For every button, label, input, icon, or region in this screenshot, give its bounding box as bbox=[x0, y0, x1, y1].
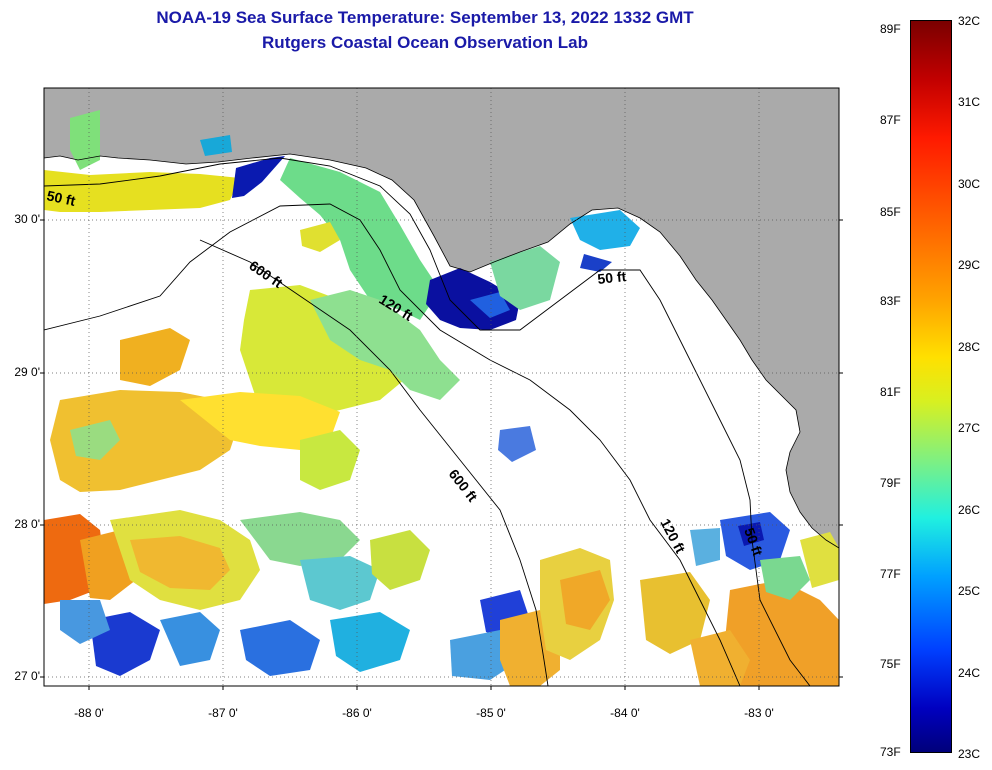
colorbar-c-24: 24C bbox=[958, 666, 981, 680]
plot-frame bbox=[43, 87, 840, 687]
lon-label-87: -87 0' bbox=[208, 706, 238, 720]
lon-label-84: -84 0' bbox=[610, 706, 640, 720]
colorbar-c-29: 29C bbox=[958, 258, 981, 272]
lon-label-88: -88 0' bbox=[74, 706, 104, 720]
contour-label-50ft-west: 50 ft bbox=[45, 187, 77, 209]
colorbar-f-79: 79F bbox=[880, 476, 901, 490]
colorbar-c-25: 25C bbox=[958, 584, 981, 598]
lat-label-27: 27 0' bbox=[14, 669, 40, 683]
map-subtitle: Rutgers Coastal Ocean Observation Lab bbox=[262, 33, 588, 52]
colorbar-f-89: 89F bbox=[880, 22, 901, 36]
colorbar-c-26: 26C bbox=[958, 503, 981, 517]
colorbar-f-73: 73F bbox=[880, 745, 901, 759]
lon-label-83: -83 0' bbox=[744, 706, 774, 720]
colorbar-c-27: 27C bbox=[958, 421, 981, 435]
contour-600ft bbox=[199, 239, 549, 686]
axis-ticks bbox=[40, 219, 843, 690]
coastline bbox=[44, 153, 839, 549]
colorbar-f-87: 87F bbox=[880, 113, 901, 127]
colorbar-f-83: 83F bbox=[880, 294, 901, 308]
graticule bbox=[44, 88, 839, 686]
lat-label-30: 30 0' bbox=[14, 212, 40, 226]
colorbar-f-75: 75F bbox=[880, 657, 901, 671]
map-title: NOAA-19 Sea Surface Temperature: Septemb… bbox=[156, 8, 694, 27]
contour-50ft bbox=[44, 157, 811, 686]
lon-label-86: -86 0' bbox=[342, 706, 372, 720]
colorbar-f-77: 77F bbox=[880, 567, 901, 581]
colorbar-c-28: 28C bbox=[958, 340, 981, 354]
land-mass bbox=[44, 88, 839, 548]
lon-label-85: -85 0' bbox=[476, 706, 506, 720]
sst-patches bbox=[44, 110, 839, 686]
temperature-colorbar bbox=[910, 20, 952, 753]
lat-label-28: 28 0' bbox=[14, 517, 40, 531]
colorbar-c-23: 23C bbox=[958, 747, 981, 761]
lat-label-29: 29 0' bbox=[14, 365, 40, 379]
colorbar-f-85: 85F bbox=[880, 205, 901, 219]
colorbar-c-32: 32C bbox=[958, 14, 981, 28]
colorbar-c-30: 30C bbox=[958, 177, 981, 191]
colorbar-f-81: 81F bbox=[880, 385, 901, 399]
contour-120ft bbox=[44, 203, 741, 686]
colorbar-c-31: 31C bbox=[958, 95, 981, 109]
contour-label-50ft-bigbend: 50 ft bbox=[597, 268, 628, 287]
